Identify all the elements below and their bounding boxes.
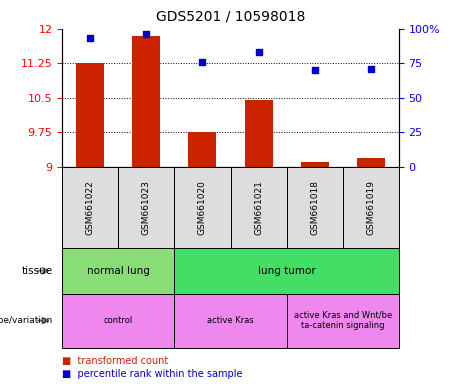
Text: GSM661018: GSM661018 bbox=[310, 180, 319, 235]
Text: GSM661019: GSM661019 bbox=[366, 180, 375, 235]
Bar bbox=[76, 63, 104, 167]
Bar bbox=[189, 132, 217, 167]
Text: ■  transformed count: ■ transformed count bbox=[62, 356, 168, 366]
Text: GSM661022: GSM661022 bbox=[86, 180, 95, 235]
Text: lung tumor: lung tumor bbox=[258, 266, 315, 276]
Text: active Kras: active Kras bbox=[207, 316, 254, 325]
Bar bbox=[132, 36, 160, 167]
Text: active Kras and Wnt/be
ta-catenin signaling: active Kras and Wnt/be ta-catenin signal… bbox=[294, 311, 392, 330]
Point bbox=[87, 35, 94, 41]
Text: genotype/variation: genotype/variation bbox=[0, 316, 53, 325]
Point bbox=[142, 31, 150, 37]
Text: control: control bbox=[104, 316, 133, 325]
Text: GSM661023: GSM661023 bbox=[142, 180, 151, 235]
Bar bbox=[244, 100, 272, 167]
Point bbox=[199, 59, 206, 65]
Point bbox=[311, 67, 318, 73]
Text: GSM661020: GSM661020 bbox=[198, 180, 207, 235]
Text: GSM661021: GSM661021 bbox=[254, 180, 263, 235]
Point bbox=[255, 49, 262, 55]
Text: GDS5201 / 10598018: GDS5201 / 10598018 bbox=[156, 10, 305, 23]
Text: tissue: tissue bbox=[22, 266, 53, 276]
Bar bbox=[301, 162, 329, 167]
Text: normal lung: normal lung bbox=[87, 266, 150, 276]
Bar bbox=[357, 158, 385, 167]
Point bbox=[367, 66, 374, 72]
Text: ■  percentile rank within the sample: ■ percentile rank within the sample bbox=[62, 369, 243, 379]
